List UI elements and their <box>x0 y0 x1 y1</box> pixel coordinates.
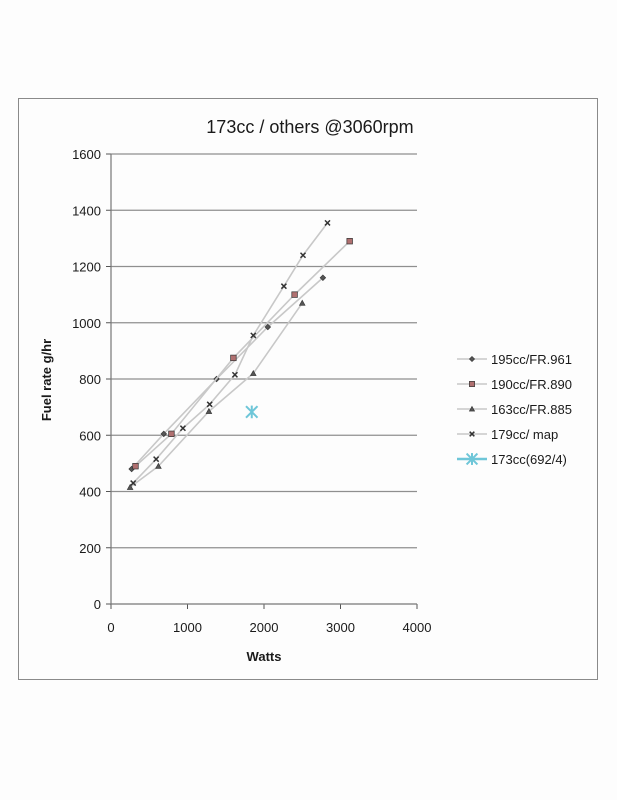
data-point-triangle <box>468 405 476 412</box>
y-axis-label: Fuel rate g/hr <box>39 339 54 421</box>
data-point-diamond <box>264 323 272 331</box>
legend-entry: 173cc(692/4) <box>457 452 567 467</box>
data-point-diamond <box>160 430 168 438</box>
data-point-x <box>153 456 160 463</box>
data-point-x <box>179 425 186 432</box>
legend-entry: 163cc/FR.885 <box>457 402 572 417</box>
legend-label: 173cc(692/4) <box>491 452 567 467</box>
x-tick-label: 1000 <box>173 620 202 635</box>
data-point-triangle <box>298 299 306 306</box>
y-tick-label: 1000 <box>72 316 101 331</box>
y-tick-label: 1200 <box>72 260 101 275</box>
axes <box>106 153 418 609</box>
legend-label: 163cc/FR.885 <box>491 402 572 417</box>
tick-labels: 0 200 400 600 800 1000 1200 1400 1600 0 1000 2000 30… <box>72 147 431 635</box>
legend-entry: 179cc/ map <box>457 427 558 442</box>
data-point-x <box>324 219 331 226</box>
legend-label: 190cc/FR.890 <box>491 377 572 392</box>
data-point-diamond <box>319 274 327 281</box>
data-point-x <box>250 332 257 339</box>
x-axis-label: Watts <box>247 649 282 664</box>
data-point-x <box>206 401 213 408</box>
data-point-x <box>231 371 238 378</box>
data-point-square <box>168 430 175 437</box>
data-point-x <box>469 431 475 437</box>
legend: 195cc/FR.961 190cc/FR.890 163cc/FR.885 179c… <box>457 352 572 467</box>
y-tick-label: 400 <box>79 485 101 500</box>
data-point-asterisk <box>465 452 479 466</box>
x-tick-label: 4000 <box>403 620 432 635</box>
y-tick-label: 1600 <box>72 147 101 162</box>
series-line <box>131 277 324 470</box>
data-point-triangle <box>205 407 213 414</box>
legend-label: 179cc/ map <box>491 427 558 442</box>
series-1 <box>132 238 353 470</box>
series-0 <box>128 274 327 473</box>
data-point-square <box>469 381 475 387</box>
x-tick-label: 0 <box>107 620 114 635</box>
data-point-triangle <box>126 483 134 490</box>
legend-entry: 195cc/FR.961 <box>457 352 572 367</box>
y-tick-label: 200 <box>79 541 101 556</box>
data-point-triangle <box>249 369 257 376</box>
data-point-x <box>130 480 137 487</box>
chart-frame <box>18 98 598 680</box>
x-tick-label: 3000 <box>326 620 355 635</box>
data-point-x <box>280 283 287 290</box>
series-3 <box>130 219 331 487</box>
data-point-diamond <box>468 355 476 363</box>
chart-title: 173cc / others @3060rpm <box>206 117 413 137</box>
x-tick-label: 2000 <box>250 620 279 635</box>
data-point-square <box>132 463 139 470</box>
y-tick-label: 600 <box>79 428 101 443</box>
series-line <box>132 222 329 484</box>
data-point-triangle <box>155 462 162 469</box>
grid-lines <box>111 153 417 549</box>
data-point-asterisk <box>245 405 259 419</box>
data-point-square <box>291 291 298 298</box>
data-point-square <box>230 354 237 362</box>
y-tick-label: 0 <box>94 597 101 612</box>
legend-entry: 190cc/FR.890 <box>457 377 572 392</box>
data-point-square <box>346 238 353 245</box>
legend-label: 195cc/FR.961 <box>491 352 572 367</box>
y-tick-label: 1400 <box>72 203 101 218</box>
series-2 <box>126 299 306 490</box>
data-series <box>126 219 353 490</box>
data-point-x <box>299 252 307 259</box>
series-4 <box>245 405 259 419</box>
y-tick-label: 800 <box>79 372 101 387</box>
